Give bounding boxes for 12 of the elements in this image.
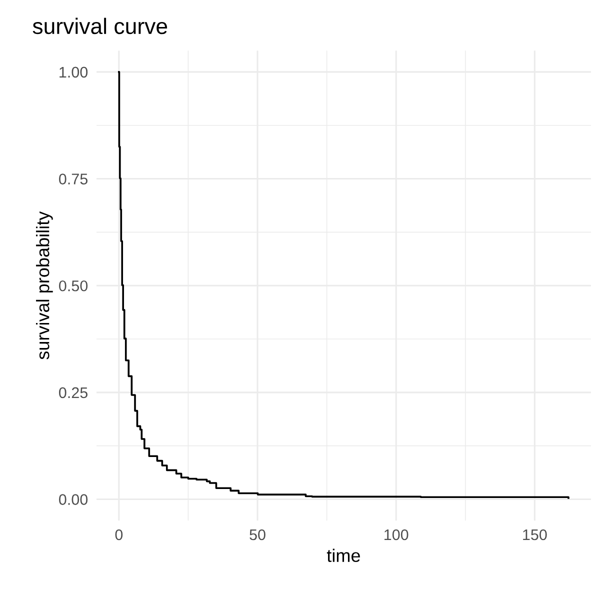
text: 0.00	[59, 494, 88, 505]
x-tick-label: 150	[523, 529, 547, 540]
y-tick-label: 1.00	[60, 66, 88, 78]
x-tick-label: 100	[384, 529, 408, 540]
y-tick-label: 0.50	[59, 280, 88, 292]
y-axis-title: survival probability	[36, 211, 53, 360]
chart-title: survival curve	[32, 18, 168, 34]
x-tick-label: 50	[250, 529, 266, 540]
y-tick-label: 0.75	[59, 174, 88, 184]
x-tick-label: 0	[115, 529, 123, 540]
y-tick-label: 0.25	[59, 387, 88, 398]
x-axis-title: time	[326, 548, 360, 562]
